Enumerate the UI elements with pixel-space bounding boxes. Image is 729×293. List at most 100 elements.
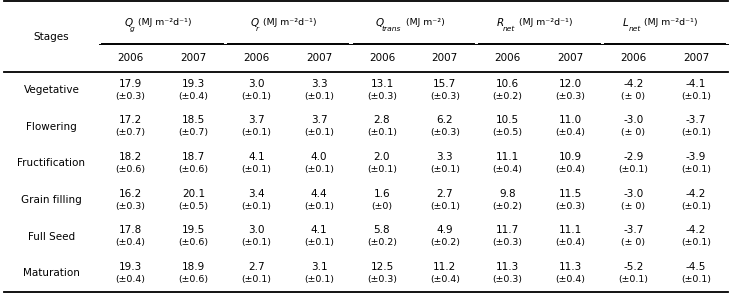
Text: 2006: 2006 [243,53,270,63]
Text: (±0.3): (±0.3) [367,92,397,101]
Text: 18.9: 18.9 [182,262,205,272]
Text: 11.1: 11.1 [559,225,582,235]
Text: 2007: 2007 [180,53,206,63]
Text: (±0.7): (±0.7) [179,128,208,137]
Text: 18.2: 18.2 [119,152,142,162]
Text: (MJ m⁻²d⁻¹): (MJ m⁻²d⁻¹) [260,18,317,27]
Text: -3.9: -3.9 [686,152,706,162]
Text: Stages: Stages [34,32,69,42]
Text: -2.9: -2.9 [623,152,644,162]
Text: 3.0: 3.0 [248,225,265,235]
Text: (±0.1): (±0.1) [681,128,711,137]
Text: (±0.1): (±0.1) [241,202,271,211]
Text: 2.7: 2.7 [437,189,453,199]
Text: 10.9: 10.9 [559,152,582,162]
Text: 16.2: 16.2 [119,189,142,199]
Text: r: r [256,26,259,32]
Text: Vegetative: Vegetative [23,85,79,95]
Text: (±0.4): (±0.4) [555,238,585,247]
Text: -3.7: -3.7 [623,225,644,235]
Text: (±0.3): (±0.3) [430,128,460,137]
Text: (±0.3): (±0.3) [430,92,460,101]
Text: (±0.1): (±0.1) [430,165,460,174]
Text: 4.4: 4.4 [311,189,327,199]
Text: 2007: 2007 [306,53,332,63]
Text: 4.0: 4.0 [311,152,327,162]
Text: (±0.4): (±0.4) [430,275,460,284]
Text: 2006: 2006 [117,53,144,63]
Text: (± 0): (± 0) [621,128,645,137]
Text: Maturation: Maturation [23,268,80,278]
Text: -3.0: -3.0 [623,189,644,199]
Text: Full Seed: Full Seed [28,231,75,242]
Text: (±0.1): (±0.1) [430,202,460,211]
Text: -4.1: -4.1 [686,79,706,89]
Text: (±0.1): (±0.1) [241,165,271,174]
Text: (±0.4): (±0.4) [179,92,208,101]
Text: 4.1: 4.1 [311,225,327,235]
Text: 1.6: 1.6 [374,189,390,199]
Text: -5.2: -5.2 [623,262,644,272]
Text: (±0.3): (±0.3) [555,202,585,211]
Text: -4.2: -4.2 [623,79,644,89]
Text: (±0.4): (±0.4) [555,165,585,174]
Text: (MJ m⁻²d⁻¹): (MJ m⁻²d⁻¹) [135,18,191,27]
Text: (±0.1): (±0.1) [241,92,271,101]
Text: 9.8: 9.8 [499,189,516,199]
Text: g: g [130,26,135,32]
Text: Q: Q [375,18,383,28]
Text: 19.3: 19.3 [182,79,205,89]
Text: (±0.1): (±0.1) [367,128,397,137]
Text: (±0.2): (±0.2) [367,238,397,247]
Text: 2.7: 2.7 [248,262,265,272]
Text: net: net [503,26,515,32]
Text: (±0.1): (±0.1) [618,275,648,284]
Text: 2006: 2006 [620,53,647,63]
Text: 11.3: 11.3 [559,262,582,272]
Text: (±0.1): (±0.1) [304,202,334,211]
Text: 11.5: 11.5 [559,189,582,199]
Text: (±0.4): (±0.4) [555,128,585,137]
Text: (±0.1): (±0.1) [304,275,334,284]
Text: (±0.6): (±0.6) [179,165,208,174]
Text: Grain filling: Grain filling [21,195,82,205]
Text: (±0.3): (±0.3) [493,238,523,247]
Text: -3.0: -3.0 [623,115,644,125]
Text: 3.1: 3.1 [311,262,327,272]
Text: (±0.1): (±0.1) [681,92,711,101]
Text: 2007: 2007 [683,53,709,63]
Text: (±0.4): (±0.4) [116,238,146,247]
Text: (±0.7): (±0.7) [116,128,146,137]
Text: (±0.5): (±0.5) [493,128,523,137]
Text: (±0.1): (±0.1) [681,165,711,174]
Text: (±0.5): (±0.5) [179,202,208,211]
Text: 11.3: 11.3 [496,262,519,272]
Text: (±0.4): (±0.4) [116,275,146,284]
Text: (±0): (±0) [371,202,392,211]
Text: (±0.2): (±0.2) [493,202,523,211]
Text: (± 0): (± 0) [621,238,645,247]
Text: -3.7: -3.7 [686,115,706,125]
Text: 2.0: 2.0 [374,152,390,162]
Text: 11.0: 11.0 [559,115,582,125]
Text: 4.9: 4.9 [437,225,453,235]
Text: (±0.1): (±0.1) [304,165,334,174]
Text: (±0.1): (±0.1) [241,275,271,284]
Text: (±0.6): (±0.6) [179,275,208,284]
Text: 19.3: 19.3 [119,262,142,272]
Text: 2006: 2006 [494,53,521,63]
Text: 17.9: 17.9 [119,79,142,89]
Text: (±0.3): (±0.3) [367,275,397,284]
Text: 3.7: 3.7 [248,115,265,125]
Text: 2007: 2007 [558,53,584,63]
Text: 18.7: 18.7 [182,152,205,162]
Text: 3.0: 3.0 [248,79,265,89]
Text: 17.8: 17.8 [119,225,142,235]
Text: -4.2: -4.2 [686,189,706,199]
Text: (±0.1): (±0.1) [681,275,711,284]
Text: (±0.1): (±0.1) [681,238,711,247]
Text: 6.2: 6.2 [437,115,453,125]
Text: (MJ m⁻²): (MJ m⁻²) [402,18,445,27]
Text: Q: Q [125,18,133,28]
Text: -4.2: -4.2 [686,225,706,235]
